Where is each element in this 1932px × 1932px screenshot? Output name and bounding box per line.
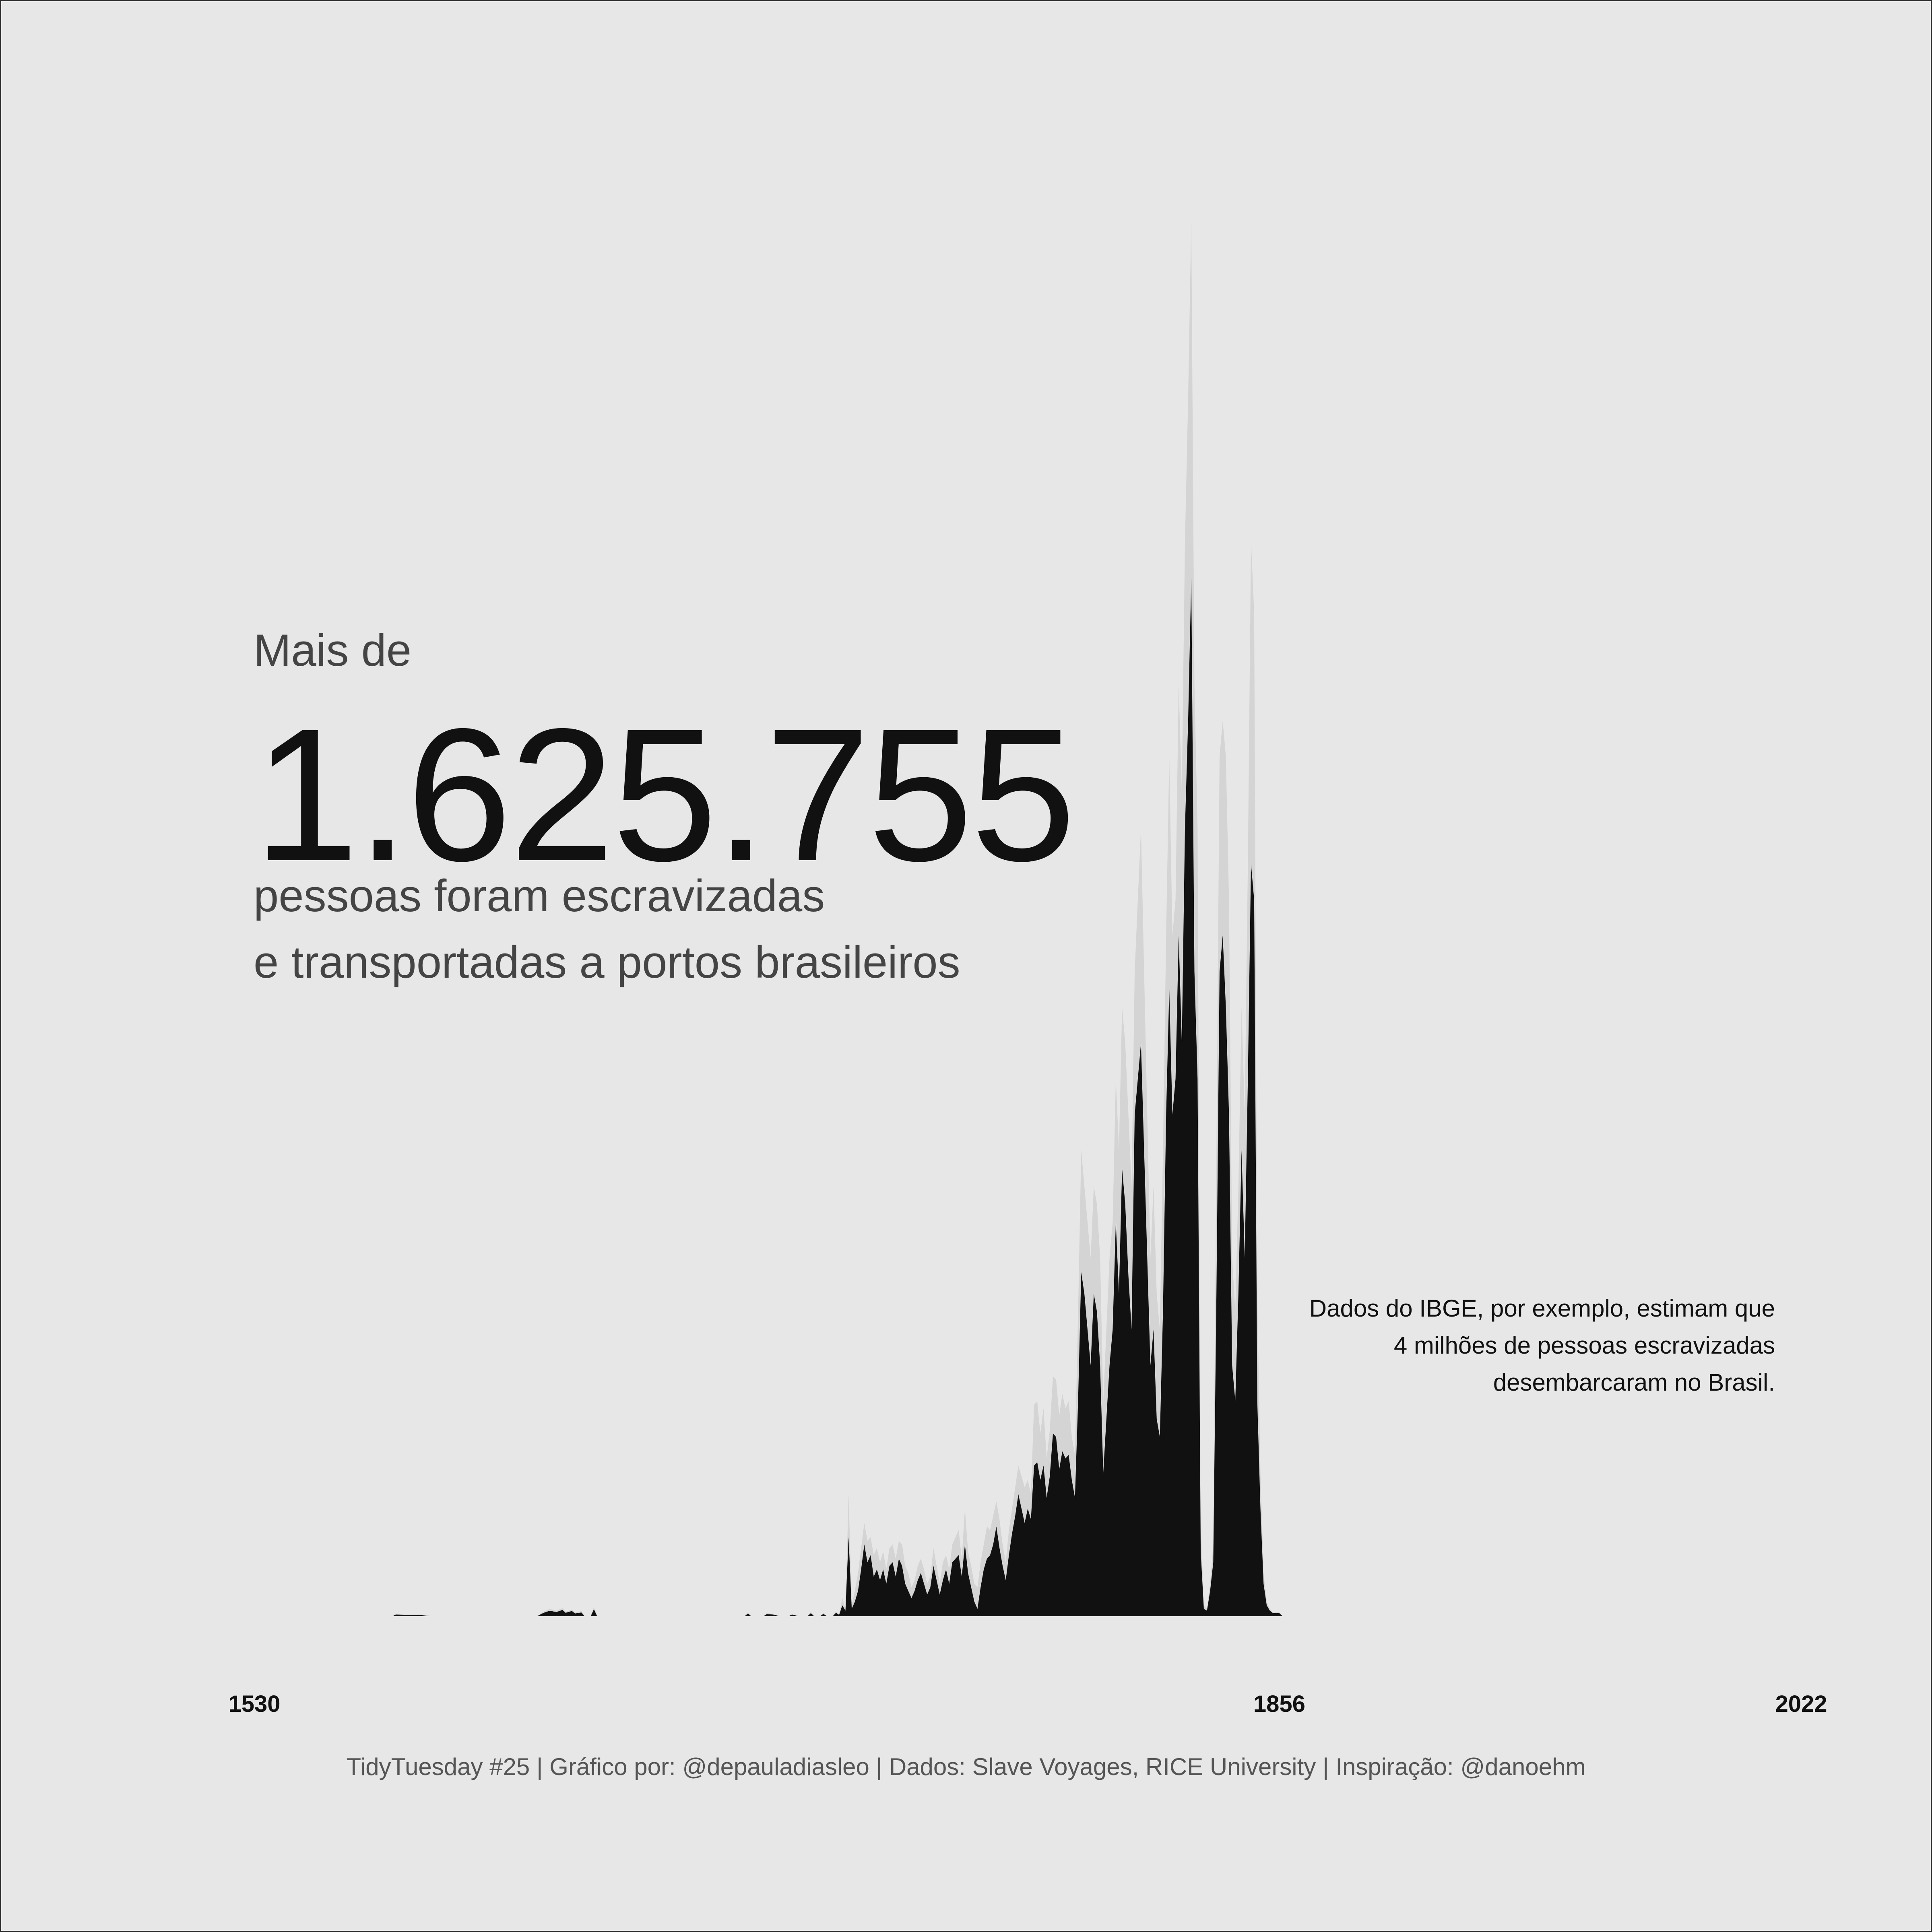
headline-lead: Mais de: [254, 625, 412, 675]
annotation-line-2: 4 milhões de pessoas escravizadas: [1393, 1332, 1775, 1359]
x-tick-label: 1530: [228, 1691, 281, 1717]
ibge-annotation: Dados do IBGE, por exemplo, estimam que …: [1171, 1290, 1775, 1401]
headline-number: 1.625.755: [254, 689, 1076, 900]
annotation-line-3: desembarcaram no Brasil.: [1493, 1369, 1775, 1396]
caption: TidyTuesday #25 | Gráfico por: @depaulad…: [346, 1753, 1586, 1780]
x-tick-label: 2022: [1775, 1691, 1827, 1717]
headline-line-1: pessoas foram escravizadas: [254, 871, 825, 921]
headline-line-2: e transportadas a portos brasileiros: [254, 937, 960, 987]
annotation-line-1: Dados do IBGE, por exemplo, estimam que: [1309, 1295, 1775, 1322]
x-tick-label: 1856: [1253, 1691, 1305, 1717]
disembarked-area: [392, 577, 1283, 1616]
